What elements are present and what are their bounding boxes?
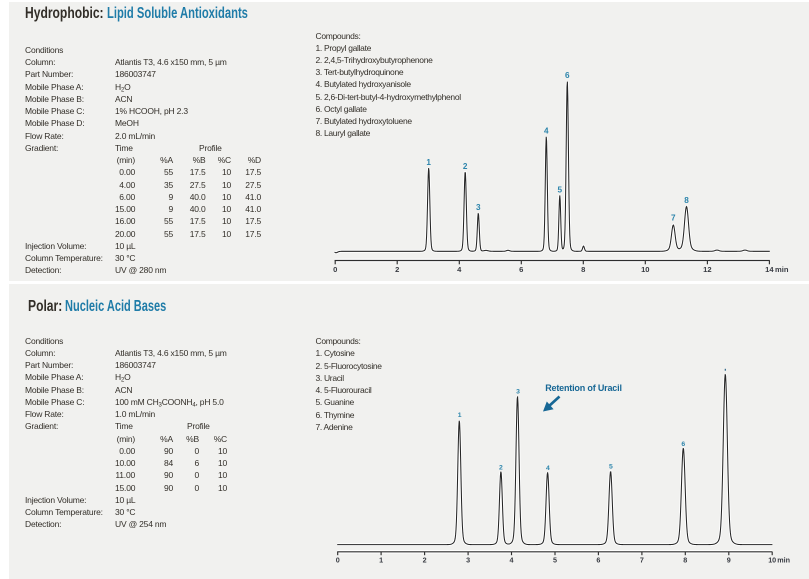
svg-text:2: 2 xyxy=(423,556,427,565)
svg-text:3: 3 xyxy=(516,389,520,396)
svg-text:0: 0 xyxy=(333,265,337,274)
svg-text:14: 14 xyxy=(765,265,774,274)
svg-text:5: 5 xyxy=(609,463,613,470)
svg-text:4: 4 xyxy=(457,265,462,274)
svg-text:5: 5 xyxy=(553,556,557,565)
svg-text:6: 6 xyxy=(681,441,685,448)
svg-text:Retention of Uracil: Retention of Uracil xyxy=(545,383,622,393)
svg-text:2: 2 xyxy=(463,162,468,171)
svg-text:2: 2 xyxy=(499,464,503,471)
svg-text:8: 8 xyxy=(581,265,585,274)
svg-text:3: 3 xyxy=(466,556,470,565)
svg-text:8: 8 xyxy=(683,556,687,565)
svg-text:0: 0 xyxy=(336,556,340,565)
svg-text:12: 12 xyxy=(703,265,711,274)
svg-text:10: 10 xyxy=(768,556,776,565)
svg-text:10: 10 xyxy=(641,265,649,274)
svg-text:1: 1 xyxy=(426,158,431,167)
svg-text:min: min xyxy=(777,556,790,565)
svg-text:8: 8 xyxy=(684,196,689,205)
svg-text:min: min xyxy=(775,265,789,274)
svg-text:3: 3 xyxy=(476,203,481,212)
svg-text:5: 5 xyxy=(558,185,563,194)
svg-text:1: 1 xyxy=(379,556,383,565)
svg-text:6: 6 xyxy=(519,265,523,274)
svg-text:2: 2 xyxy=(395,265,399,274)
svg-text:4: 4 xyxy=(546,465,550,472)
svg-text:7: 7 xyxy=(671,214,676,223)
svg-text:1: 1 xyxy=(458,412,462,419)
svg-text:4: 4 xyxy=(544,126,549,135)
svg-text:4: 4 xyxy=(510,556,514,565)
svg-text:6: 6 xyxy=(565,71,570,80)
svg-text:6: 6 xyxy=(596,556,600,565)
svg-text:9: 9 xyxy=(727,556,731,565)
svg-text:7: 7 xyxy=(640,556,644,565)
